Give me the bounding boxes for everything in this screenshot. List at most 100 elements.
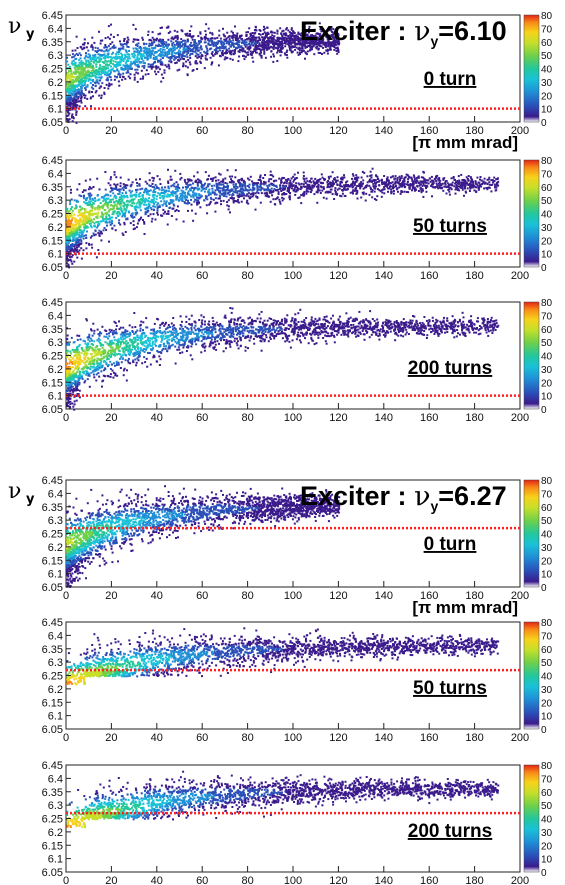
x-tick-label: 0 (63, 270, 69, 282)
y-tick-label: 6.25 (42, 814, 63, 826)
y-axis-nu-label: ν (8, 14, 21, 39)
x-tick-label: 180 (465, 875, 483, 885)
x-tick-label: 200 (511, 125, 529, 137)
y-tick-label: 6.05 (42, 404, 63, 416)
x-tick-label: 160 (420, 732, 438, 744)
x-tick-label: 40 (151, 875, 163, 885)
x-axis-unit: [π mm mrad] (412, 598, 518, 617)
y-tick-label: 6.3 (48, 195, 63, 207)
density-cloud (66, 485, 341, 588)
y-tick-label: 6.15 (42, 697, 63, 709)
colorbar (523, 764, 540, 873)
colorbar-tick-label: 10 (541, 105, 553, 116)
x-tick-label: 140 (375, 590, 393, 602)
colorbar-tick-label: 70 (541, 311, 553, 322)
colorbar-tick-label: 20 (541, 841, 553, 852)
colorbar-tick-label: 10 (541, 712, 553, 723)
colorbar-tick-label: 50 (541, 51, 553, 62)
panel-4: 6.056.1 6.156.26.25 6.36.35 6.46.45 0 20 40 60 8… (42, 617, 553, 744)
x-tick-label: 100 (284, 732, 302, 744)
colorbar-tick-label: 0 (541, 868, 547, 879)
panel-2: 6.056.1 6.156.26.25 6.36.35 6.46.45 0 20 40 60 8… (42, 297, 553, 424)
y-tick-label: 6.45 (42, 297, 63, 309)
y-tick-label: 6.1 (48, 249, 63, 261)
x-tick-label: 100 (284, 270, 302, 282)
y-tick-label: 6.25 (42, 64, 63, 76)
colorbar-tick-label: 10 (541, 855, 553, 866)
turn-annotation: 50 turns (413, 216, 487, 237)
x-tick-label: 200 (511, 270, 529, 282)
x-tick-label: 180 (465, 270, 483, 282)
y-tick-label: 6.3 (48, 337, 63, 349)
x-tick-label: 20 (105, 270, 117, 282)
y-tick-label: 6.1 (48, 711, 63, 723)
panel-1: 6.056.1 6.156.26.25 6.36.35 6.46.45 0 20 40 60 8… (42, 155, 553, 282)
colorbar-tick-label: 40 (541, 210, 553, 221)
y-tick-label: 6.1 (48, 391, 63, 403)
panel-0: 6.056.1 6.156.26.25 6.36.35 6.46.45 0 20 40 60 8… (8, 10, 553, 152)
y-tick-label: 6.15 (42, 90, 63, 102)
density-cloud (66, 307, 500, 411)
colorbar-tick-label: 70 (541, 169, 553, 180)
colorbar-tick-label: 70 (541, 24, 553, 35)
y-axis-nu-label: ν (8, 479, 21, 504)
x-tick-label: 60 (196, 270, 208, 282)
colorbar-tick-label: 70 (541, 489, 553, 500)
panel-5: 6.056.1 6.156.26.25 6.36.35 6.46.45 0 20 40 60 8… (42, 760, 553, 885)
x-tick-label: 80 (241, 412, 253, 424)
x-tick-label: 20 (105, 732, 117, 744)
turn-annotation: 0 turn (424, 534, 477, 555)
x-tick-label: 80 (241, 590, 253, 602)
colorbar (523, 621, 540, 730)
x-tick-label: 20 (105, 590, 117, 602)
exciter-title: Exciter : νy=6.10 (300, 16, 507, 49)
y-tick-label: 6.2 (48, 77, 63, 89)
x-tick-label: 120 (329, 590, 347, 602)
y-tick-label: 6.05 (42, 867, 63, 879)
colorbar-tick-label: 20 (541, 698, 553, 709)
y-tick-label: 6.35 (42, 182, 63, 194)
x-tick-label: 140 (375, 412, 393, 424)
colorbar-tick-label: 20 (541, 378, 553, 389)
colorbar-tick-label: 40 (541, 352, 553, 363)
y-tick-label: 6.25 (42, 529, 63, 541)
x-tick-label: 100 (284, 125, 302, 137)
x-tick-label: 40 (151, 125, 163, 137)
x-tick-label: 200 (511, 412, 529, 424)
x-tick-label: 140 (375, 875, 393, 885)
turn-annotation: 50 turns (413, 678, 487, 699)
colorbar-tick-label: 30 (541, 685, 553, 696)
y-tick-label: 6.45 (42, 10, 63, 22)
density-cloud (66, 167, 500, 269)
y-axis-nu-subscript: y (26, 492, 35, 507)
colorbar-tick-label: 30 (541, 78, 553, 89)
y-tick-label: 6.15 (42, 840, 63, 852)
x-tick-label: 140 (375, 270, 393, 282)
colorbar-tick-label: 0 (541, 118, 547, 129)
colorbar-tick-label: 50 (541, 658, 553, 669)
y-tick-label: 6.4 (48, 630, 63, 642)
y-tick-label: 6.45 (42, 617, 63, 629)
density-cloud (66, 770, 500, 829)
x-tick-label: 40 (151, 590, 163, 602)
x-tick-label: 0 (63, 590, 69, 602)
x-tick-label: 140 (375, 732, 393, 744)
y-tick-label: 6.1 (48, 104, 63, 116)
turn-annotation: 0 turn (424, 69, 477, 90)
y-tick-label: 6.15 (42, 555, 63, 567)
y-tick-label: 6.35 (42, 787, 63, 799)
y-tick-label: 6.25 (42, 209, 63, 221)
x-tick-label: 100 (284, 590, 302, 602)
y-tick-label: 6.4 (48, 310, 63, 322)
x-tick-label: 160 (420, 875, 438, 885)
colorbar-tick-label: 30 (541, 223, 553, 234)
x-tick-label: 160 (420, 270, 438, 282)
density-cloud (66, 22, 341, 124)
x-tick-label: 180 (465, 732, 483, 744)
y-tick-label: 6.1 (48, 854, 63, 866)
colorbar-tick-label: 80 (541, 156, 553, 167)
colorbar-tick-label: 60 (541, 788, 553, 799)
x-tick-label: 80 (241, 125, 253, 137)
y-tick-label: 6.35 (42, 324, 63, 336)
